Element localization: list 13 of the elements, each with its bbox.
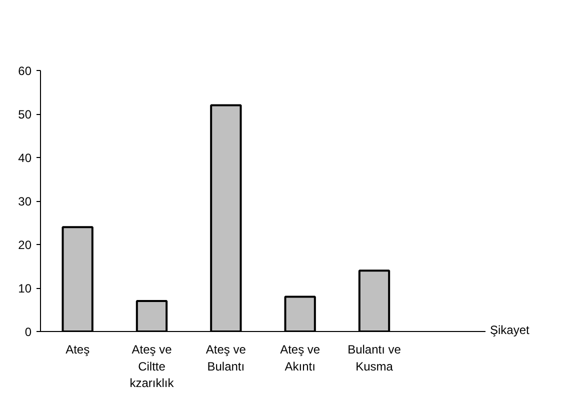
- y-tick-label: 0: [24, 325, 32, 339]
- x-tick-label: Ateş: [66, 342, 90, 356]
- y-tick-label: 50: [18, 108, 32, 122]
- y-tick-label: 10: [18, 282, 32, 296]
- x-axis-title: Şikayet: [490, 322, 530, 339]
- y-tick-label: 60: [18, 64, 32, 78]
- x-tick-label: Ateş ve Akıntı: [280, 342, 320, 374]
- x-tick-label: Ateş ve Ciltte kzarıklık: [130, 342, 175, 390]
- x-tick-label: Ateş ve Bulantı: [206, 342, 246, 374]
- y-tick-label: 40: [18, 151, 32, 165]
- x-tick-label: Bulantı ve Kusma: [348, 342, 402, 374]
- y-tick-label: 20: [18, 238, 32, 252]
- y-tick-label: 30: [18, 194, 32, 208]
